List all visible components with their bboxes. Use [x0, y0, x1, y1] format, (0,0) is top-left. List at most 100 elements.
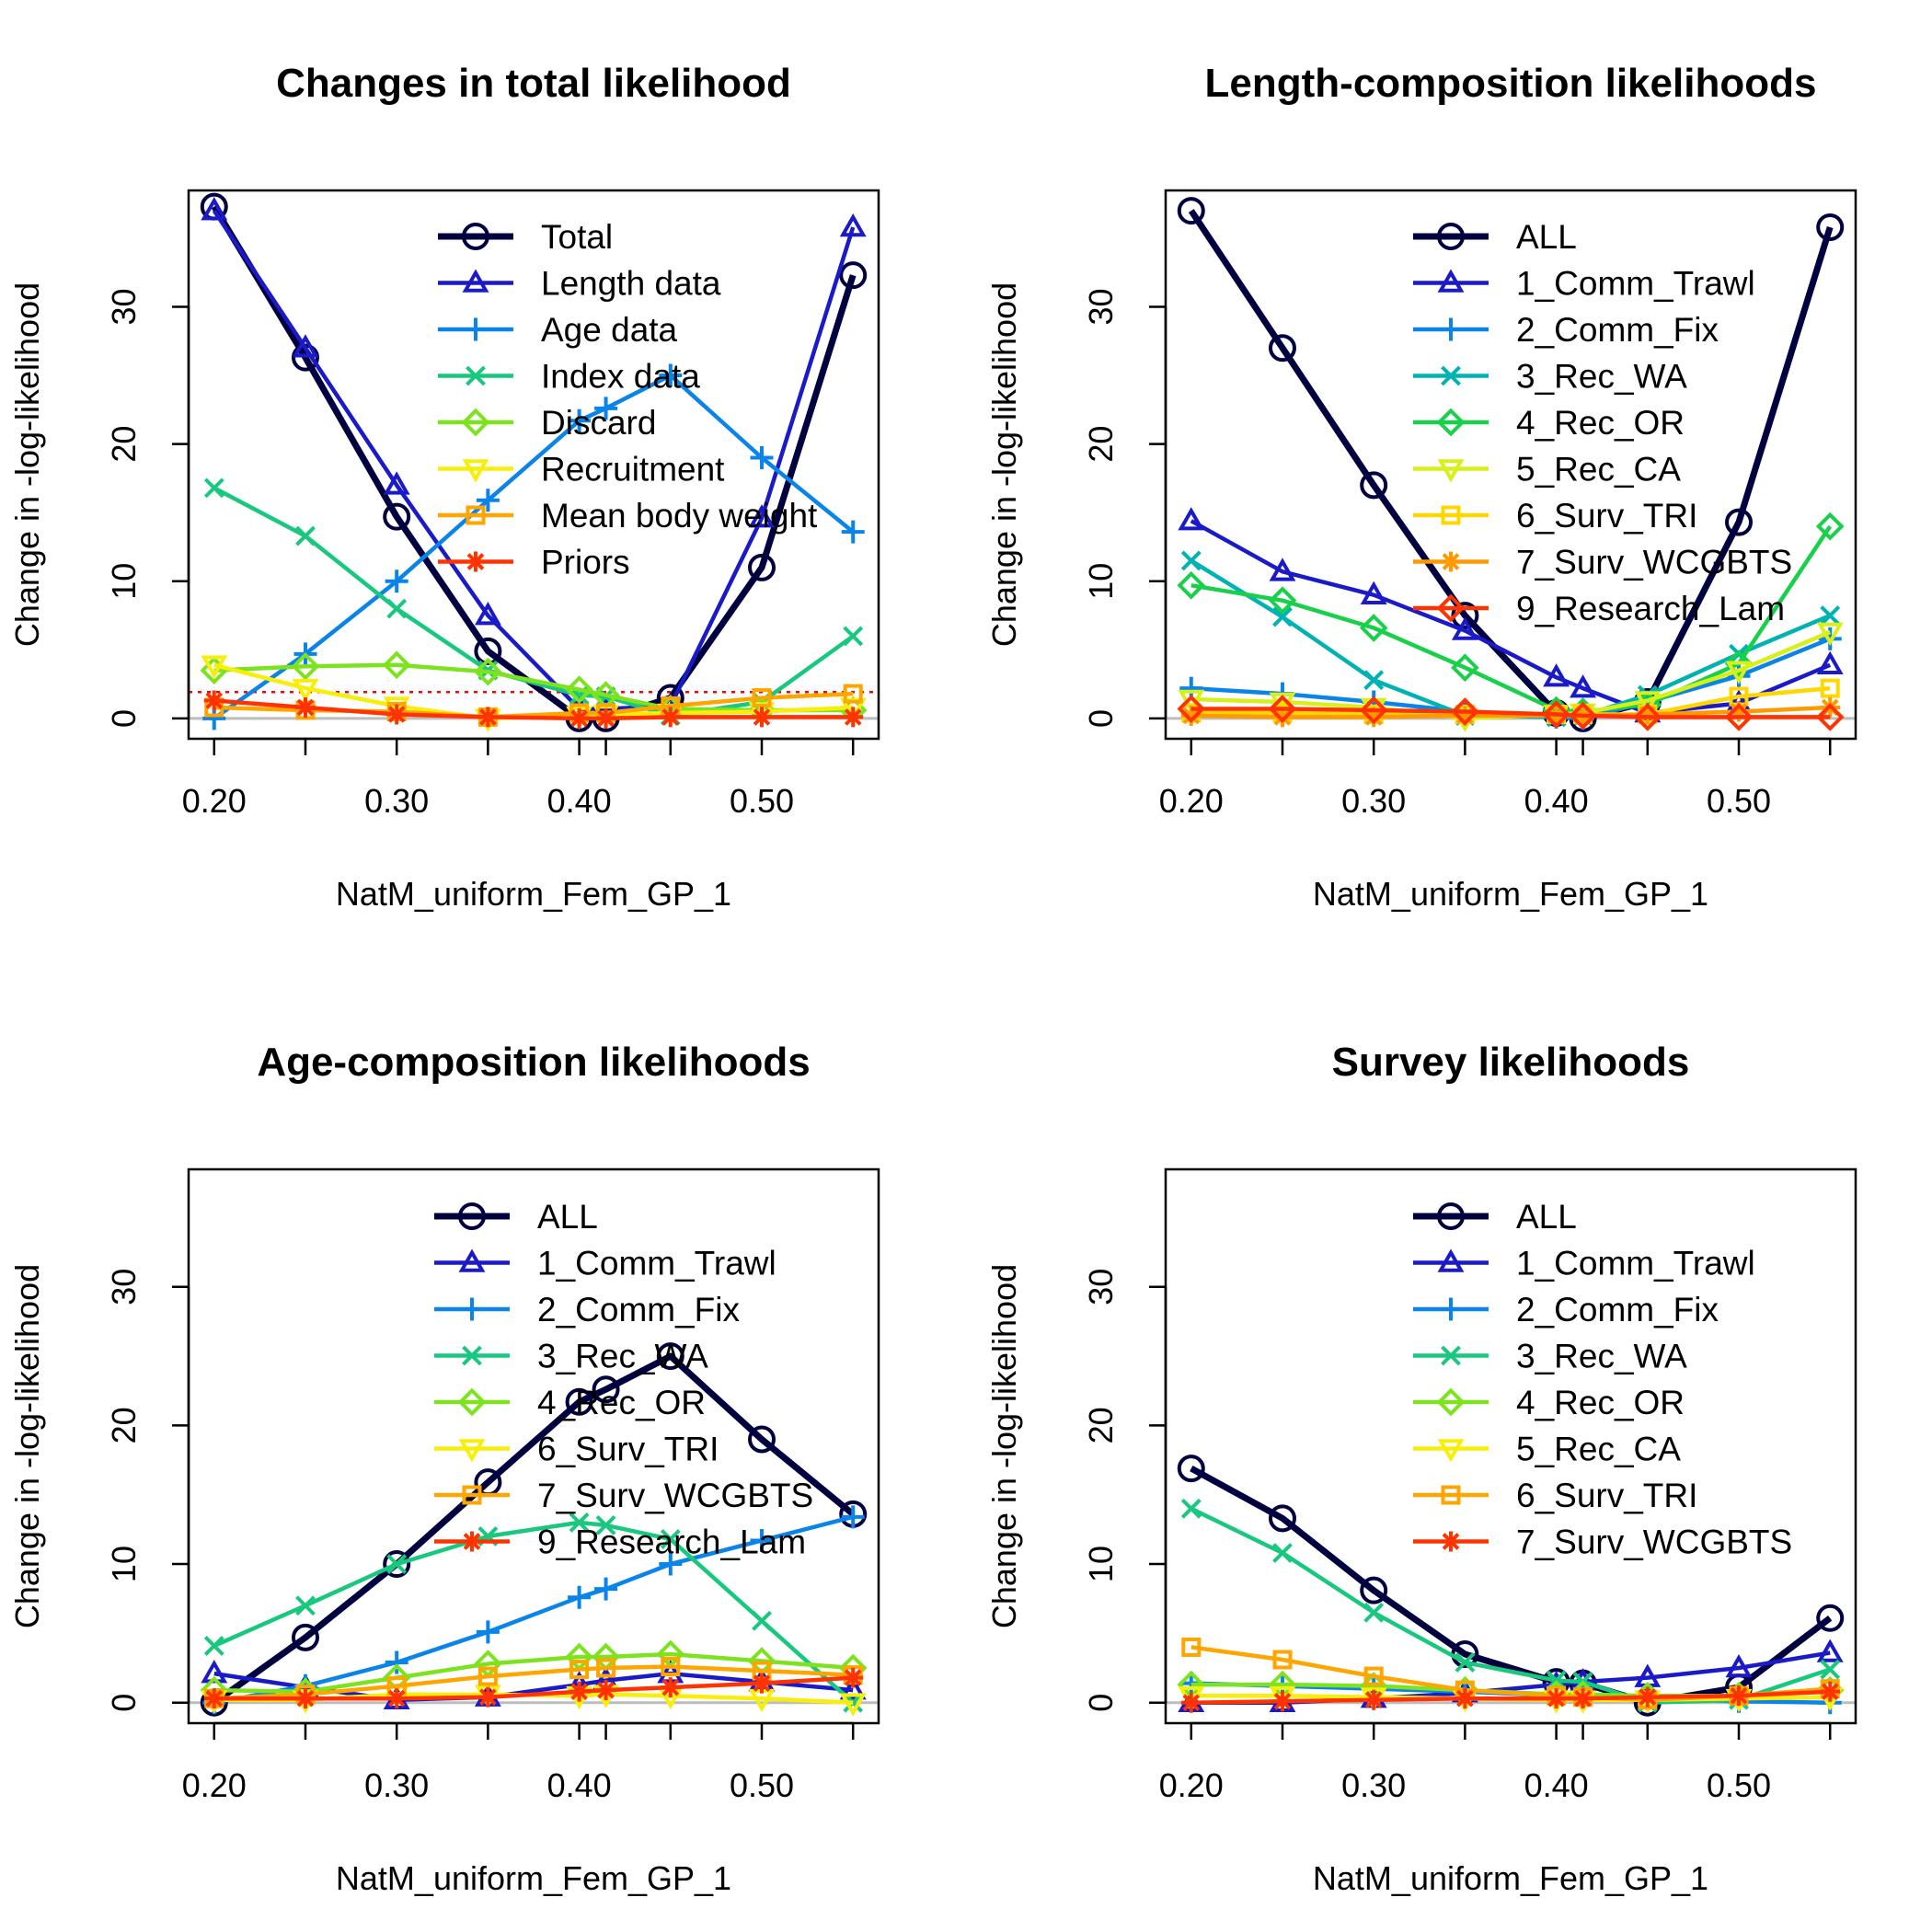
- data-point: [1820, 605, 1841, 626]
- legend-label: 3_Rec_WA: [1516, 1338, 1687, 1375]
- data-point: [1360, 471, 1388, 500]
- legend-symbol: [461, 408, 490, 437]
- data-point: [748, 553, 776, 581]
- data-point: [386, 1554, 408, 1574]
- data-point: [1180, 1498, 1202, 1519]
- series-line: [213, 1651, 854, 1694]
- series-line: [213, 662, 854, 713]
- data-point: [1815, 703, 1845, 731]
- legend-label: 1_Comm_Trawl: [1516, 1245, 1755, 1282]
- data-point: [1455, 1688, 1476, 1709]
- legend-item-all: ALL: [434, 1198, 598, 1236]
- y-tick-label: 10: [105, 1546, 143, 1582]
- y-axis: 0 10 20 30 Change in -log-likelihood: [985, 282, 1167, 728]
- legend-item-5-rec-ca: 5_Rec_CA: [1413, 451, 1681, 489]
- data-point: [752, 707, 773, 728]
- legend-label: ALL: [537, 1198, 598, 1236]
- legend-item-discard: Discard: [438, 404, 656, 442]
- y-axis: 0 10 20 30 Change in -log-likelihood: [8, 282, 190, 728]
- legend-label: 3_Rec_WA: [537, 1338, 708, 1375]
- data-point: [1363, 1666, 1384, 1686]
- data-point: [750, 446, 774, 470]
- legend-symbol: [1439, 317, 1463, 341]
- data-point: [291, 651, 320, 681]
- legend-symbol: [1441, 1485, 1461, 1505]
- data-point: [565, 675, 593, 704]
- series-line: [1190, 707, 1831, 719]
- series-priors: [203, 690, 864, 729]
- data-point: [385, 1650, 408, 1674]
- y-tick-label: 30: [1082, 288, 1120, 325]
- data-point: [1451, 697, 1479, 726]
- legend-item-index-data: Index data: [438, 358, 700, 396]
- legend-symbol: [1439, 1297, 1463, 1321]
- series-line: [212, 1352, 856, 1706]
- y-tick-label: 20: [105, 426, 143, 463]
- data-point: [596, 1658, 616, 1678]
- data-point: [1572, 1688, 1593, 1709]
- data-point: [748, 1425, 776, 1454]
- data-point: [1542, 700, 1570, 729]
- data-point: [839, 1693, 867, 1717]
- data-point: [476, 489, 500, 512]
- y-tick-label: 20: [105, 1407, 143, 1443]
- data-point: [569, 707, 590, 729]
- data-point: [1725, 508, 1754, 536]
- y-tick-label: 0: [1082, 1694, 1120, 1712]
- data-point: [203, 1636, 224, 1656]
- data-point: [1359, 614, 1388, 642]
- data-point: [841, 520, 865, 544]
- data-point: [595, 1680, 616, 1701]
- legend-item-3-rec-wa: 3_Rec_WA: [1413, 1338, 1687, 1375]
- x-axis-label: NatM_uniform_Fem_GP_1: [336, 1859, 731, 1897]
- legend-label: 6_Surv_TRI: [537, 1431, 719, 1468]
- data-point: [841, 1505, 865, 1529]
- legend-symbol: [1441, 1531, 1461, 1552]
- legend-label: 2_Comm_Fix: [1516, 311, 1719, 349]
- legend-item-7-surv-wcgbts: 7_Surv_WCGBTS: [1413, 544, 1792, 581]
- legend-symbol: [458, 1202, 486, 1230]
- y-axis-label: Change in -log-likelihood: [8, 282, 46, 647]
- data-point: [477, 1666, 498, 1686]
- data-point: [839, 261, 868, 290]
- data-point: [659, 1552, 683, 1576]
- data-point: [569, 1660, 590, 1680]
- data-point: [382, 650, 411, 680]
- x-tick-label: 0.20: [1159, 782, 1224, 820]
- data-point: [1820, 1681, 1841, 1702]
- data-point: [843, 684, 863, 704]
- y-tick-label: 0: [1082, 709, 1120, 728]
- legend-symbol: [466, 551, 486, 572]
- legend-item-9-research-lam: 9_Research_Lam: [434, 1524, 806, 1561]
- legend-item-1-comm-trawl: 1_Comm_Trawl: [1413, 1245, 1755, 1282]
- y-tick-label: 10: [1082, 1546, 1120, 1582]
- legend-label: 7_Surv_WCGBTS: [537, 1477, 813, 1514]
- data-point: [383, 1550, 411, 1579]
- data-point: [748, 504, 776, 528]
- y-axis-label: Change in -log-likelihood: [8, 1264, 46, 1628]
- legend-label: 4_Rec_OR: [1516, 1384, 1685, 1421]
- legend-label: 4_Rec_OR: [537, 1384, 706, 1421]
- legend-item-2-comm-fix: 2_Comm_Fix: [1413, 1291, 1719, 1328]
- data-point: [656, 1342, 684, 1371]
- legend-symbol: [1441, 551, 1461, 572]
- data-point: [752, 688, 772, 708]
- legend-label: ALL: [1516, 218, 1577, 256]
- y-tick-label: 30: [1082, 1269, 1120, 1305]
- legend-symbol: [1437, 269, 1465, 293]
- data-point: [1816, 1604, 1845, 1632]
- data-point: [292, 334, 319, 358]
- data-point: [1455, 705, 1476, 726]
- legend-item-9-research-lam: 9_Research_Lam: [1413, 590, 1785, 627]
- data-point: [1180, 550, 1202, 571]
- data-point: [1177, 695, 1206, 723]
- data-point: [202, 707, 226, 730]
- data-point: [1271, 707, 1293, 728]
- series-9-research-lam: [203, 1667, 864, 1709]
- legend-item-6-surv-tri: 6_Surv_TRI: [434, 1431, 719, 1468]
- legend-label: 9_Research_Lam: [537, 1524, 806, 1561]
- series-all: [200, 1342, 868, 1717]
- x-axis-label: NatM_uniform_Fem_GP_1: [336, 875, 731, 913]
- legend-item-6-surv-tri: 6_Surv_TRI: [1413, 1477, 1697, 1514]
